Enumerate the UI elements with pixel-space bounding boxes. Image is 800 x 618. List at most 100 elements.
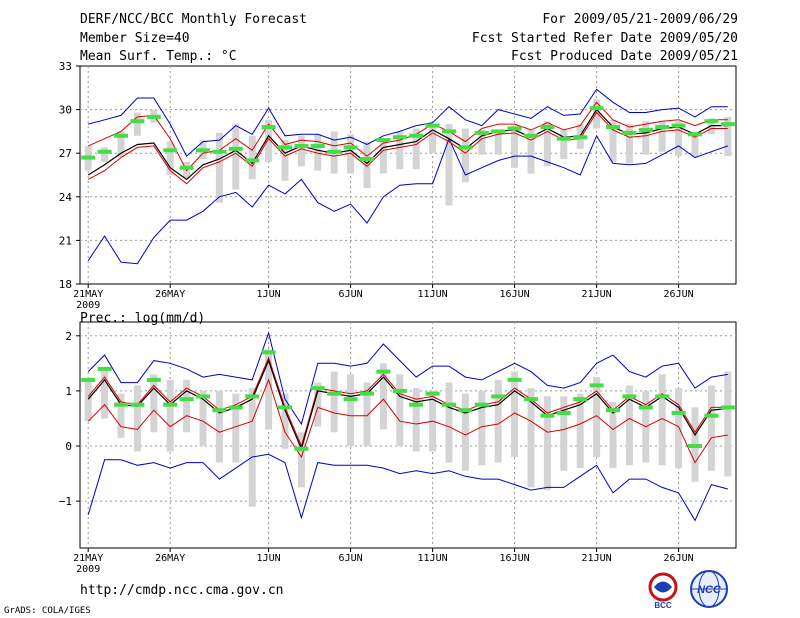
median-marker bbox=[425, 123, 440, 128]
ensemble-box bbox=[560, 396, 568, 471]
ensemble-box bbox=[609, 401, 617, 469]
member-size-label: Member Size=40 bbox=[80, 31, 190, 46]
median-marker bbox=[310, 143, 325, 148]
ensemble-box bbox=[166, 141, 174, 175]
ensemble-mean-line bbox=[87, 358, 728, 451]
ensemble-box bbox=[101, 368, 109, 419]
lower-percentile-line bbox=[87, 378, 728, 464]
x-year-label: 2009 bbox=[76, 564, 100, 575]
ensemble-box bbox=[724, 116, 732, 157]
median-marker bbox=[671, 123, 686, 128]
ensemble-box bbox=[707, 385, 715, 471]
median-marker bbox=[442, 129, 456, 134]
median-marker bbox=[507, 377, 522, 382]
ensemble-box bbox=[347, 134, 355, 174]
ensemble-box bbox=[248, 135, 256, 180]
footer-url[interactable]: http://cmdp.ncc.cma.gov.cn bbox=[80, 583, 284, 598]
panel-2: −1 0 1 2 21MAY 26MAY 1JUN 6JUN 11JUN 16JUN 21JUN 26… bbox=[59, 321, 737, 575]
median-marker bbox=[458, 145, 473, 150]
median-marker bbox=[81, 377, 96, 382]
y-tick-label: 18 bbox=[59, 278, 72, 291]
refer-date: Fcst Started Refer Date 2009/05/20 bbox=[471, 31, 738, 46]
ensemble-box bbox=[117, 131, 125, 158]
median-marker bbox=[376, 369, 391, 374]
median-marker bbox=[688, 444, 702, 449]
x-tick-label: 6JUN bbox=[339, 289, 363, 300]
ensemble-box bbox=[281, 393, 289, 449]
median-marker bbox=[278, 145, 292, 150]
median-marker bbox=[655, 125, 670, 130]
lower-percentile-line bbox=[87, 111, 728, 185]
median-marker bbox=[245, 394, 260, 399]
median-marker bbox=[327, 149, 342, 154]
median-marker bbox=[179, 165, 194, 170]
ensemble-box bbox=[396, 374, 404, 447]
ensemble-box bbox=[543, 121, 551, 167]
ensemble-box bbox=[593, 99, 601, 129]
ensemble-box bbox=[543, 396, 551, 491]
ensemble-min-line bbox=[87, 134, 728, 265]
ensemble-box bbox=[658, 374, 666, 466]
x-tick-label: 21JUN bbox=[582, 553, 612, 564]
ensemble-box bbox=[642, 121, 650, 155]
ensemble-box bbox=[297, 432, 305, 488]
median-marker bbox=[97, 366, 112, 371]
ensemble-box bbox=[429, 124, 437, 154]
produced-date: Fcst Produced Date 2009/05/21 bbox=[511, 49, 738, 64]
ensemble-box bbox=[199, 390, 207, 447]
median-marker bbox=[392, 388, 407, 393]
ensemble-box bbox=[232, 124, 240, 190]
ensemble-box bbox=[166, 379, 174, 452]
panel-frame bbox=[79, 321, 737, 549]
x-tick-label: 16JUN bbox=[500, 289, 530, 300]
median-marker bbox=[343, 145, 358, 150]
ensemble-box bbox=[379, 138, 387, 174]
ncc-logo-text: NCC bbox=[697, 584, 722, 596]
median-marker bbox=[196, 148, 210, 153]
panel1-title: Mean Surf. Temp.: °C bbox=[80, 49, 237, 64]
median-marker bbox=[376, 138, 391, 143]
median-marker bbox=[622, 130, 637, 135]
median-marker bbox=[310, 386, 325, 391]
median-marker bbox=[130, 119, 145, 124]
median-marker bbox=[491, 129, 506, 134]
median-marker bbox=[278, 405, 292, 410]
median-marker bbox=[491, 394, 506, 399]
ncc-logo-icon: NCC bbox=[690, 570, 728, 608]
median-marker bbox=[179, 397, 194, 402]
ensemble-box bbox=[314, 134, 322, 171]
ensemble-box bbox=[445, 124, 453, 206]
y-tick-label: 0 bbox=[65, 440, 72, 453]
median-marker bbox=[655, 394, 670, 399]
ensemble-box bbox=[560, 129, 568, 160]
bcc-logo-icon: BCC bbox=[648, 572, 678, 610]
median-marker bbox=[228, 146, 243, 151]
ensemble-box bbox=[724, 371, 732, 477]
median-marker bbox=[556, 136, 571, 141]
median-marker bbox=[507, 126, 522, 131]
median-marker bbox=[606, 125, 620, 130]
ensemble-box bbox=[625, 385, 633, 466]
median-marker bbox=[146, 114, 161, 119]
x-tick-label: 21JUN bbox=[582, 289, 612, 300]
x-tick-label: 16JUN bbox=[500, 553, 530, 564]
ensemble-max-line bbox=[87, 331, 728, 426]
median-marker bbox=[638, 405, 653, 410]
ensemble-box bbox=[658, 121, 666, 152]
y-tick-label: 21 bbox=[59, 234, 72, 247]
ensemble-box bbox=[609, 119, 617, 162]
ensemble-mean-line bbox=[87, 108, 728, 181]
median-marker bbox=[163, 402, 178, 407]
median-marker bbox=[130, 402, 145, 407]
median-marker bbox=[212, 149, 227, 154]
ensemble-box bbox=[478, 390, 486, 466]
ensemble-box bbox=[248, 388, 256, 507]
ensemble-box bbox=[593, 377, 601, 458]
ensemble-box bbox=[511, 125, 519, 168]
bcc-logo-text: BCC bbox=[654, 601, 672, 610]
ensemble-min-line bbox=[87, 453, 728, 522]
median-marker bbox=[294, 446, 309, 451]
x-tick-label: 6JUN bbox=[339, 553, 363, 564]
ensemble-box bbox=[297, 135, 305, 167]
ensemble-box bbox=[183, 379, 191, 433]
